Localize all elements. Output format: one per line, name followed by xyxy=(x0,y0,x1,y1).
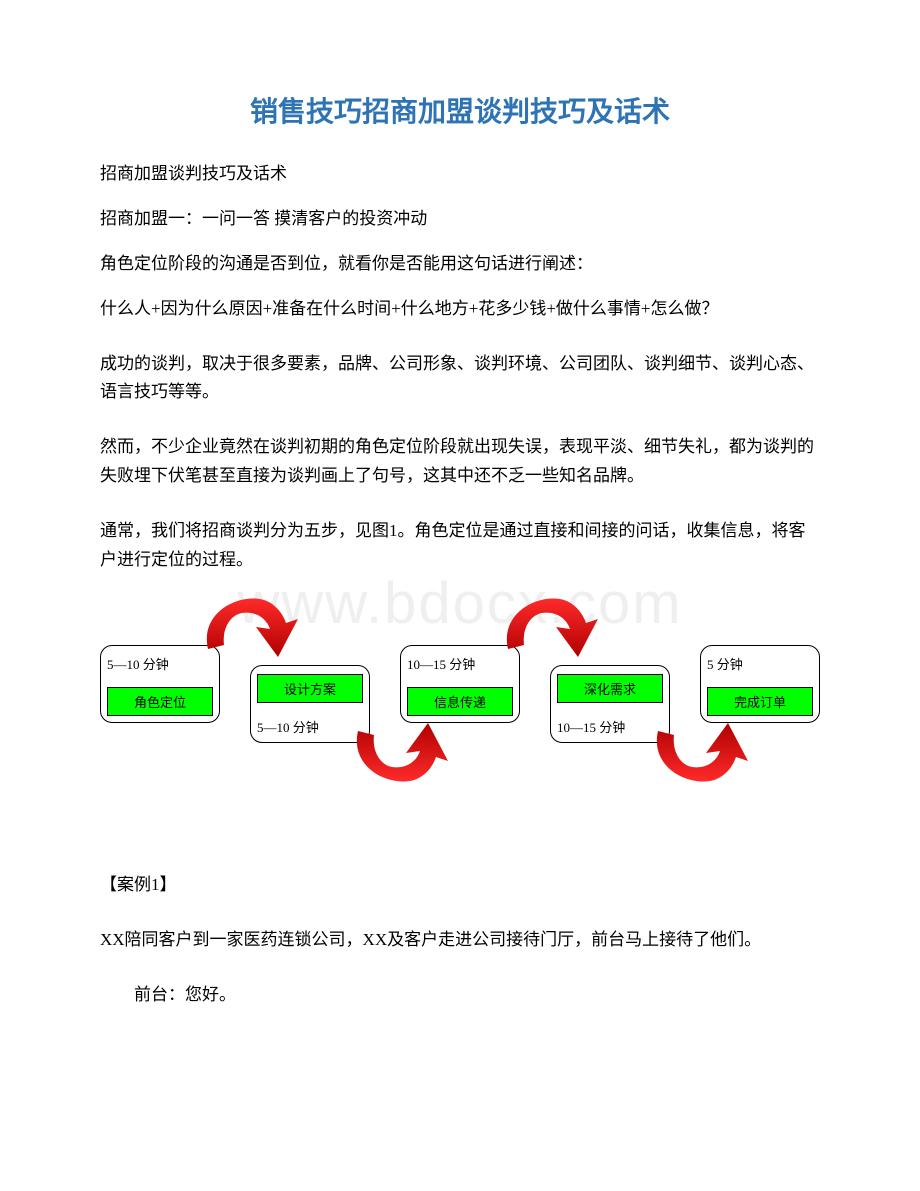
step-tag: 深化需求 xyxy=(557,674,663,703)
flow-arrow-icon xyxy=(190,589,300,661)
step-time: 5 分钟 xyxy=(707,654,813,673)
paragraph: 角色定位阶段的沟通是否到位，就看你是否能用这句话进行阐述： xyxy=(100,250,820,279)
flow-arrow-icon xyxy=(490,589,600,661)
paragraph: 招商加盟谈判技巧及话术 xyxy=(100,160,820,189)
paragraph: 然而，不少企业竟然在谈判初期的角色定位阶段就出现失误，表现平淡、细节失礼，都为谈… xyxy=(100,433,820,491)
step-tag: 信息传递 xyxy=(407,687,513,716)
flow-arrow-icon xyxy=(640,719,750,791)
step-tag: 完成订单 xyxy=(707,687,813,716)
page-title: 销售技巧招商加盟谈判技巧及话术 xyxy=(100,90,820,130)
paragraph: 【案例1】 xyxy=(100,871,820,900)
paragraph: 什么人+因为什么原因+准备在什么时间+什么地方+花多少钱+做什么事情+怎么做？ xyxy=(100,295,820,324)
flow-arrow-icon xyxy=(340,719,450,791)
paragraph: XX陪同客户到一家医药连锁公司，XX及客户走进公司接待门厅，前台马上接待了他们。 xyxy=(100,926,820,955)
flowchart: 5—10 分钟 角色定位 设计方案 5—10 分钟 10—15 分钟 信息传递 … xyxy=(100,591,820,791)
paragraph: 成功的谈判，取决于很多要素，品牌、公司形象、谈判环境、公司团队、谈判细节、谈判心… xyxy=(100,350,820,408)
flow-step-5: 5 分钟 完成订单 xyxy=(700,645,820,723)
paragraph: 通常，我们将招商谈判分为五步，见图1。角色定位是通过直接和间接的问话，收集信息，… xyxy=(100,517,820,575)
paragraph: 招商加盟一：一问一答 摸清客户的投资冲动 xyxy=(100,205,820,234)
step-tag: 设计方案 xyxy=(257,674,363,703)
step-tag: 角色定位 xyxy=(107,687,213,716)
paragraph: 前台：您好。 xyxy=(100,981,820,1010)
